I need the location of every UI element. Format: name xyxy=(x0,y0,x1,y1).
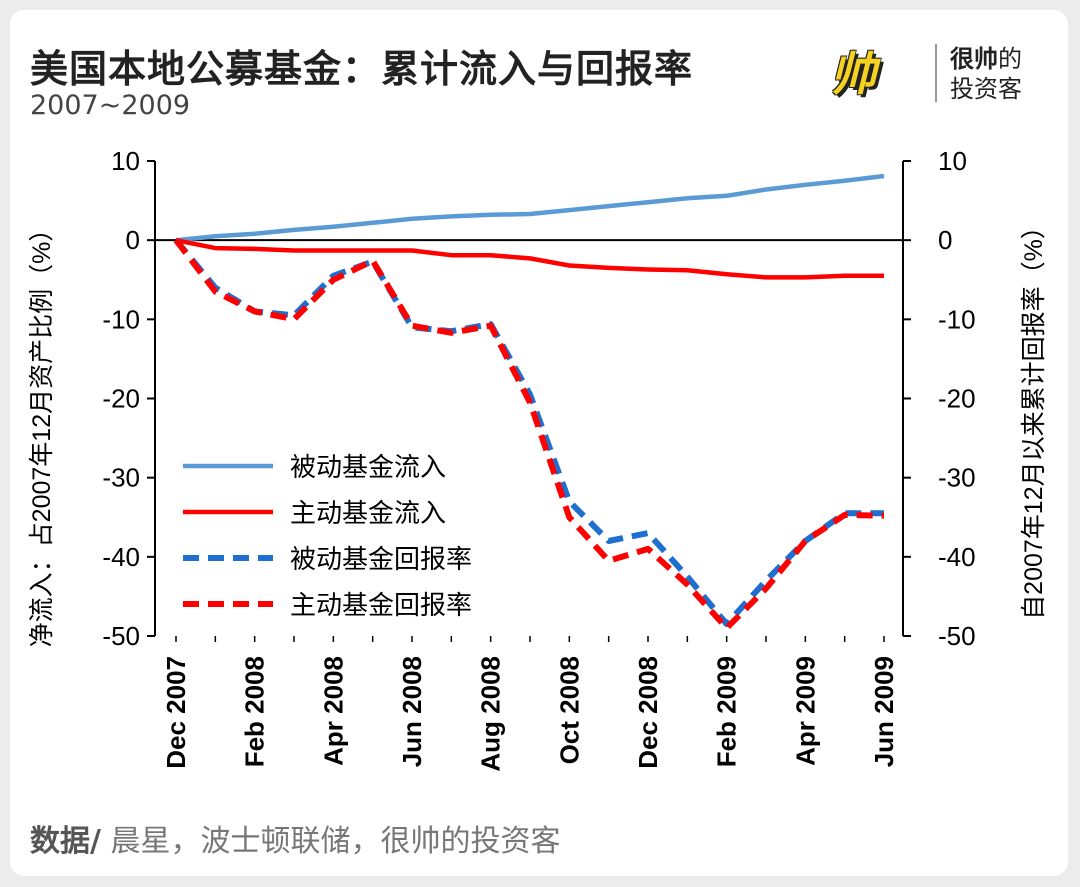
y-tick-label-right: -20 xyxy=(938,384,976,414)
y-tick-label-right: -40 xyxy=(938,542,976,572)
series-line-2 xyxy=(175,237,884,280)
chart-title: 美国本地公募基金：累计流入与回报率 xyxy=(30,47,694,91)
chart-card: 美国本地公募基金：累计流入与回报率 2007~2009 帅 很帅的 投资客 数据… xyxy=(10,10,1068,876)
source-label: 数据/ xyxy=(30,824,101,859)
y-tick-label-right: -10 xyxy=(938,304,976,334)
y-tick-label-left: -30 xyxy=(102,463,140,493)
x-tick-label: Aug 2008 xyxy=(476,656,506,772)
brand-logo: 帅 很帅的 投资客 xyxy=(830,38,1060,118)
y-tick-label-left: -40 xyxy=(102,542,140,572)
legend-label-3: 被动基金回报率 xyxy=(290,544,472,574)
y-tick-label-left: -50 xyxy=(102,621,140,651)
x-tick-label: Jun 2009 xyxy=(869,656,899,767)
x-tick-label: Oct 2008 xyxy=(554,656,584,764)
x-tick-label: Apr 2008 xyxy=(318,656,348,766)
source-note: 数据/ 晨星，波士顿联储，很帅的投资客 xyxy=(30,816,561,860)
logo-line1a: 很帅 xyxy=(950,45,998,73)
x-tick-label: Jun 2008 xyxy=(397,656,427,767)
series-line-1 xyxy=(175,173,885,243)
series-line-3 xyxy=(173,238,884,628)
y-axis-title-right: 自2007年12月以来累计回报率（%） xyxy=(1020,214,1048,620)
y-tick-label-left: 0 xyxy=(126,225,140,255)
y-tick-label-right: -50 xyxy=(938,621,976,651)
x-tick-label: Dec 2008 xyxy=(633,656,663,769)
y-tick-label-right: 0 xyxy=(938,225,952,255)
logo-divider xyxy=(935,44,937,102)
logo-mark-icon: 帅 xyxy=(830,47,876,101)
y-axis-title-left: 净流入：占2007年12月资产比例（%） xyxy=(28,217,56,648)
y-tick-label-left: -20 xyxy=(102,384,140,414)
logo-text: 很帅的 投资客 xyxy=(950,44,1022,104)
logo-line2: 投资客 xyxy=(950,75,1022,103)
logo-line1b: 的 xyxy=(998,45,1022,73)
x-tick-label: Dec 2007 xyxy=(161,656,191,769)
source-text: 晨星，波士顿联储，很帅的投资客 xyxy=(100,824,561,859)
chart-subtitle: 2007~2009 xyxy=(30,90,191,121)
series-line-4 xyxy=(173,238,885,632)
y-tick-label-right: -30 xyxy=(938,463,976,493)
y-tick-label-right: 10 xyxy=(938,146,967,176)
legend-label-2: 主动基金流入 xyxy=(290,498,446,528)
legend-label-4: 主动基金回报率 xyxy=(290,590,472,620)
x-tick-label: Feb 2008 xyxy=(240,656,270,767)
legend-label-1: 被动基金流入 xyxy=(290,452,446,482)
y-tick-label-left: 10 xyxy=(111,146,140,176)
y-tick-label-left: -10 xyxy=(102,304,140,334)
x-tick-label: Feb 2009 xyxy=(712,656,742,767)
x-tick-label: Apr 2009 xyxy=(790,656,820,766)
